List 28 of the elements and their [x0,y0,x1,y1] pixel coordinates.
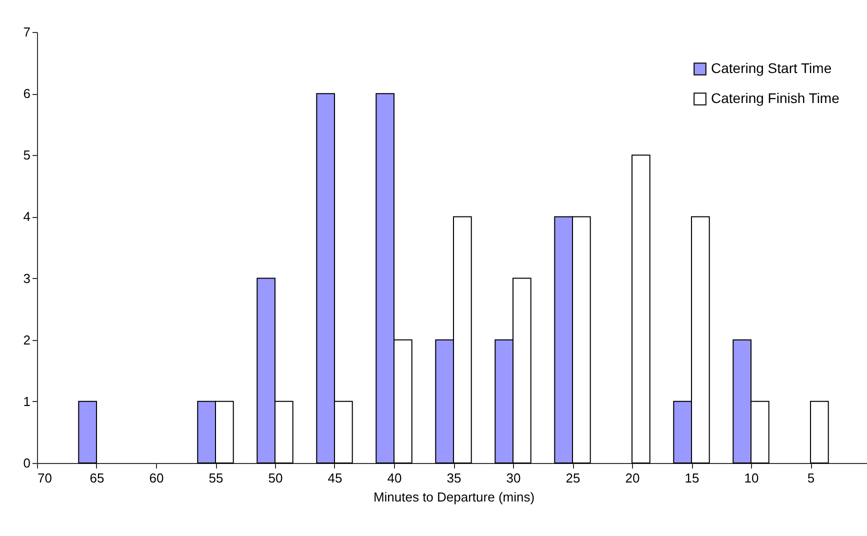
y-tick-label: 0 [23,456,30,470]
x-tick-label: 45 [328,470,342,486]
y-tick-label: 2 [23,332,30,348]
x-tick-label: 10 [744,470,759,486]
legend-label: Catering Finish Time [711,90,840,106]
x-tick-label: 70 [38,470,52,486]
x-tick-label: 5 [807,470,815,486]
x-tick-label: 50 [268,470,283,486]
bar [632,154,650,464]
x-tick-label: 25 [566,470,580,486]
y-tick-label: 4 [23,209,30,224]
legend-label: Catering Start Time [711,60,832,76]
x-axis-title: Minutes to Departure (mins) [373,490,535,504]
x-tick-label: 65 [90,470,104,486]
x-tick-label: 15 [684,470,700,486]
x-tick-label: 30 [506,470,521,486]
y-tick-label: 7 [23,24,30,40]
x-tick-label: 35 [446,470,462,486]
y-tick-label: 5 [23,148,30,163]
y-tick-label: 3 [23,270,30,286]
x-tick-label: 20 [625,470,640,486]
y-tick-label: 1 [23,394,30,409]
x-tick-label: 40 [387,470,402,486]
bar [810,400,829,464]
x-tick-label: 55 [208,470,224,486]
x-tick-label: 60 [149,470,164,486]
bar [78,400,97,464]
y-tick-label: 6 [23,86,30,102]
